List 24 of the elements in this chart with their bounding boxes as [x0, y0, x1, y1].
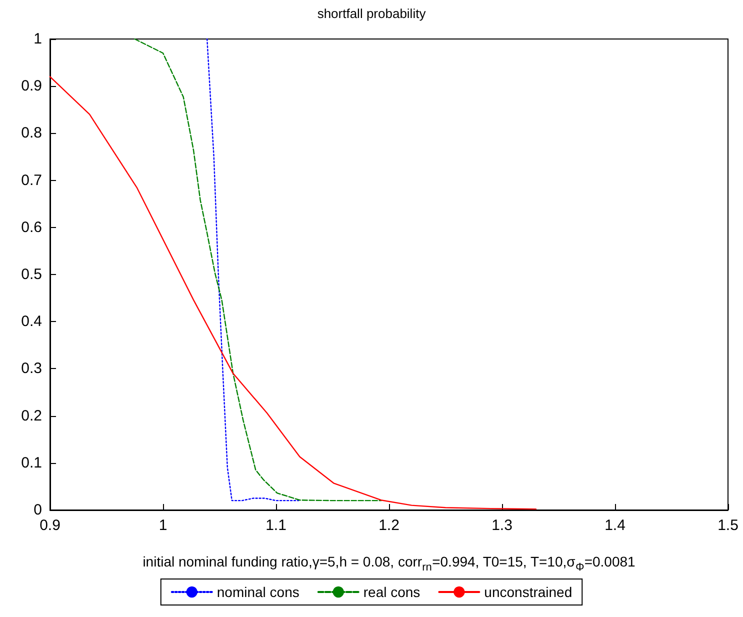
- y-tick-label: 0: [34, 502, 42, 518]
- y-tick-label: 0.2: [21, 407, 42, 424]
- x-tick-label: 1: [158, 517, 168, 534]
- y-tick-label: 0.1: [21, 454, 42, 472]
- line-series: [206, 38, 300, 502]
- line-series: [49, 76, 536, 510]
- y-tick-label: 0.8: [21, 124, 42, 142]
- legend-label: nominal cons: [216, 584, 300, 600]
- chart-title: shortfall probability: [317, 6, 426, 21]
- x-tick-label: 1.3: [492, 517, 512, 534]
- y-tick-label: 0.3: [21, 360, 42, 378]
- legend-label: unconstrained: [484, 584, 572, 600]
- line-series: [134, 38, 382, 502]
- x-tick-label: 1.4: [604, 517, 626, 534]
- y-tick-label: 0.9: [21, 78, 42, 95]
- x-tick-label: 1.2: [378, 517, 400, 534]
- x-tick-label: 1.1: [266, 517, 286, 534]
- y-tick-label: 1: [34, 30, 42, 48]
- y-tick-label: 0.4: [21, 313, 42, 330]
- x-tick-label: 1.5: [718, 517, 738, 534]
- y-tick-label: 0.7: [21, 172, 42, 189]
- y-tick-label: 0.6: [21, 218, 42, 236]
- legend-label: real cons: [363, 584, 420, 600]
- y-tick-label: 0.5: [21, 266, 42, 283]
